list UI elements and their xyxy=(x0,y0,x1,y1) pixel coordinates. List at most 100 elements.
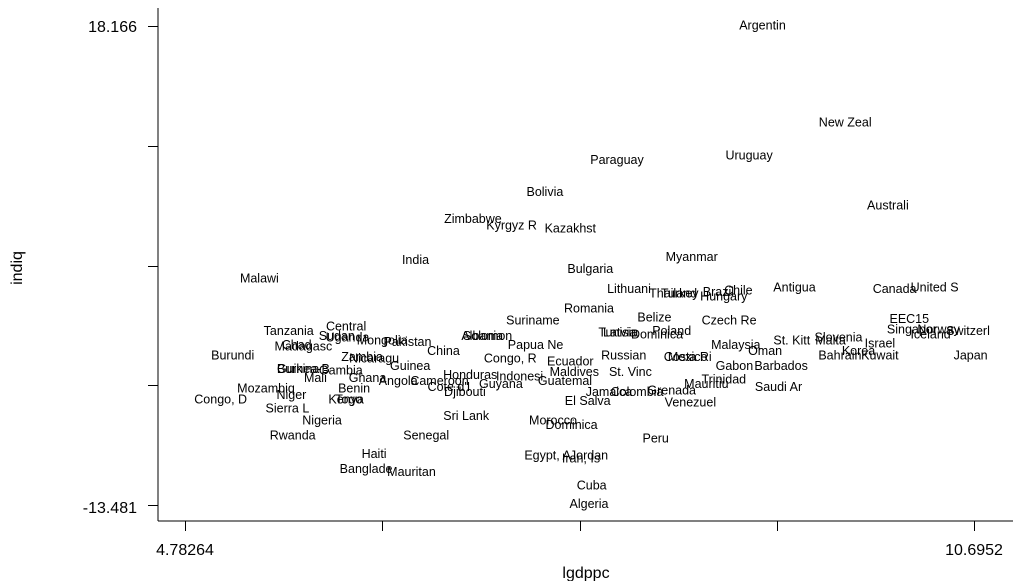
point-label: Turkey xyxy=(661,286,699,300)
point-label: Morocco xyxy=(529,414,577,428)
y-axis-label: indiq xyxy=(9,251,26,285)
point-label: Cuba xyxy=(577,479,607,493)
point-label: Senegal xyxy=(403,429,449,443)
point-label: Tunisia xyxy=(598,326,638,340)
data-points: Argentin New Zeal Paraguay Uruguay Bolivia Au… xyxy=(194,19,990,511)
point-label: Slovenia xyxy=(815,330,863,344)
point-label: St. Kitt xyxy=(773,333,810,347)
x-ticks xyxy=(185,521,975,531)
point-label: Chad xyxy=(282,338,312,352)
point-label: Mauritan xyxy=(387,465,436,479)
point-label: Malawi xyxy=(240,271,279,285)
x-tick-label-min: 4.78264 xyxy=(156,542,214,559)
point-label: Guatemal xyxy=(538,374,592,388)
point-label: Brazil xyxy=(703,285,734,299)
point-label: Mexico xyxy=(668,350,708,364)
point-label: Haiti xyxy=(362,447,387,461)
point-label: Guinea-B xyxy=(277,362,330,376)
point-label: Mali xyxy=(304,371,327,385)
point-label: Rwanda xyxy=(270,429,316,443)
point-label: Congo, D xyxy=(194,392,247,406)
point-label: Belize xyxy=(637,311,671,325)
point-label: Oman xyxy=(748,344,782,358)
point-label: Saudi Ar xyxy=(755,380,802,394)
point-label: Suriname xyxy=(506,314,560,328)
point-label: Latvia xyxy=(603,326,636,340)
point-label: Solomon xyxy=(463,329,512,343)
point-label: Czech Re xyxy=(702,314,757,328)
point-label: Zimbabwe xyxy=(444,212,502,226)
point-label: Ghana xyxy=(349,371,387,385)
point-label: Dominica xyxy=(631,327,683,341)
point-label: Burundi xyxy=(211,348,254,362)
point-label: Honduras xyxy=(443,368,497,382)
point-label: Benin xyxy=(338,382,370,396)
point-label: Russian xyxy=(601,348,646,362)
point-label: Algeria xyxy=(570,497,609,511)
point-label: Iran, Is xyxy=(562,451,600,465)
point-label: Grenada xyxy=(647,383,696,397)
point-label: Pakistan xyxy=(384,335,432,349)
point-label: Bulgaria xyxy=(567,262,613,276)
point-label: Central xyxy=(326,320,366,334)
point-label: Togo xyxy=(335,392,362,406)
point-label: United S xyxy=(911,280,959,294)
point-label: Malta xyxy=(815,333,846,347)
point-label: Israel xyxy=(865,336,896,350)
point-label: Poland xyxy=(652,324,691,338)
axes xyxy=(157,8,1013,522)
point-label: Kazakhst xyxy=(545,221,597,235)
point-label: Maldives xyxy=(550,365,599,379)
point-label: Lithuani xyxy=(607,282,651,296)
y-ticks xyxy=(148,26,158,506)
point-label: Romania xyxy=(564,302,614,316)
point-label: Paraguay xyxy=(590,153,644,167)
point-label: Venezuel xyxy=(665,395,716,409)
point-label: Malaysia xyxy=(711,338,760,352)
point-label: Niger xyxy=(276,388,306,402)
point-label: China xyxy=(427,344,460,358)
point-label: EEC15 xyxy=(889,312,929,326)
point-label: Costa Ri xyxy=(664,350,712,364)
point-label: Australi xyxy=(867,199,909,213)
point-label: Tanzania xyxy=(264,324,314,338)
point-label: Indonesi xyxy=(496,370,543,384)
point-label: Trinidad xyxy=(701,373,746,387)
point-label: Kenya xyxy=(328,392,363,406)
x-axis-label: lgdppc xyxy=(562,565,609,581)
point-label: Sudan xyxy=(319,329,355,343)
point-label: Dominica xyxy=(546,418,598,432)
point-label: Guinea xyxy=(390,359,430,373)
point-label: Sri Lank xyxy=(443,409,490,423)
point-label: Ecuador xyxy=(547,355,594,369)
point-label: Cameroon xyxy=(410,374,468,388)
point-label: Sierra L xyxy=(266,401,310,415)
point-label: Canada xyxy=(873,282,917,296)
point-label: Chile xyxy=(724,283,753,297)
point-label: Argentin xyxy=(739,19,786,33)
point-label: Hungary xyxy=(700,289,748,303)
point-label: Thailand xyxy=(649,286,697,300)
point-label: Albania xyxy=(461,329,503,343)
point-label: Uganda xyxy=(326,330,370,344)
point-label: Japan xyxy=(954,348,988,362)
point-label: Gabon xyxy=(716,359,754,373)
point-label: Kuwait xyxy=(861,348,899,362)
point-label: St. Vinc xyxy=(609,365,652,379)
point-label: Angola xyxy=(379,374,418,388)
point-label: Myanmar xyxy=(666,250,718,264)
point-label: Nigeria xyxy=(302,414,342,428)
point-label: Antigua xyxy=(773,280,815,294)
point-label: El Salva xyxy=(565,394,611,408)
point-label: Peru xyxy=(642,432,668,446)
point-label: Zambia xyxy=(341,350,383,364)
point-label: Mongolia xyxy=(357,333,408,347)
point-label: Mauritiu xyxy=(684,377,729,391)
point-label: Jordan xyxy=(570,448,608,462)
point-label: Iceland xyxy=(910,327,950,341)
point-label: Mozambiq xyxy=(237,382,295,396)
point-label: Jamaica xyxy=(586,385,633,399)
point-label: Nicaragu xyxy=(349,352,399,366)
y-tick-label-min: -13.481 xyxy=(83,500,137,517)
